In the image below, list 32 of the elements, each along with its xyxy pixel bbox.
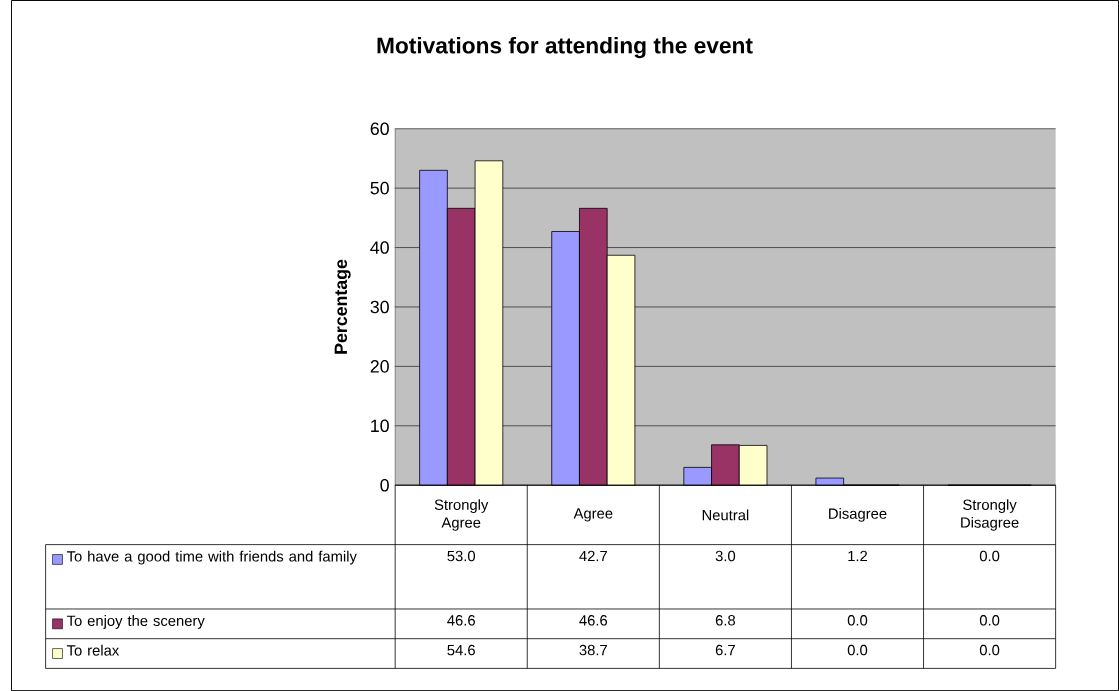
data-label: 0.0 bbox=[847, 615, 868, 626]
data-label: 38.7 bbox=[579, 644, 607, 656]
x-tick-label: Disagree bbox=[829, 507, 887, 522]
y-tick-label: 20 bbox=[370, 360, 389, 373]
data-label: 0.0 bbox=[979, 615, 1000, 626]
chart-title: Motivations for attending the event bbox=[377, 36, 753, 59]
x-tick-label: Strongly Agree bbox=[434, 499, 489, 531]
data-label: 42.7 bbox=[579, 550, 607, 562]
data-label: 0.0 bbox=[979, 644, 1000, 656]
x-tick-label: Agree bbox=[573, 508, 613, 522]
data-label: 6.8 bbox=[715, 615, 736, 626]
data-label: 6.7 bbox=[715, 644, 735, 656]
data-label: 54.6 bbox=[447, 644, 475, 656]
data-label: 1.2 bbox=[848, 550, 868, 562]
data-label: 0.0 bbox=[979, 550, 1000, 562]
legend-label: To enjoy the scenery bbox=[66, 615, 205, 629]
x-tick-label: Neutral bbox=[702, 509, 749, 521]
x-tick-label: Strongly Disagree bbox=[961, 499, 1019, 531]
y-tick-label: 30 bbox=[370, 300, 389, 314]
legend-label: To relax bbox=[66, 644, 120, 656]
y-tick-label: 10 bbox=[371, 419, 389, 432]
y-tick-label: 60 bbox=[370, 122, 389, 135]
data-label: 3.0 bbox=[715, 550, 736, 562]
data-label: 46.6 bbox=[579, 615, 608, 626]
data-label: 0.0 bbox=[847, 644, 868, 656]
data-label: 53.0 bbox=[447, 550, 476, 562]
y-tick-label: 0 bbox=[380, 478, 389, 492]
y-tick-label: 40 bbox=[370, 241, 389, 254]
y-tick-label: 50 bbox=[370, 181, 389, 195]
data-label: 46.6 bbox=[447, 615, 475, 626]
y-axis-title: Percentage bbox=[334, 259, 351, 354]
legend-label: To have a good time with friends and family bbox=[66, 550, 357, 565]
